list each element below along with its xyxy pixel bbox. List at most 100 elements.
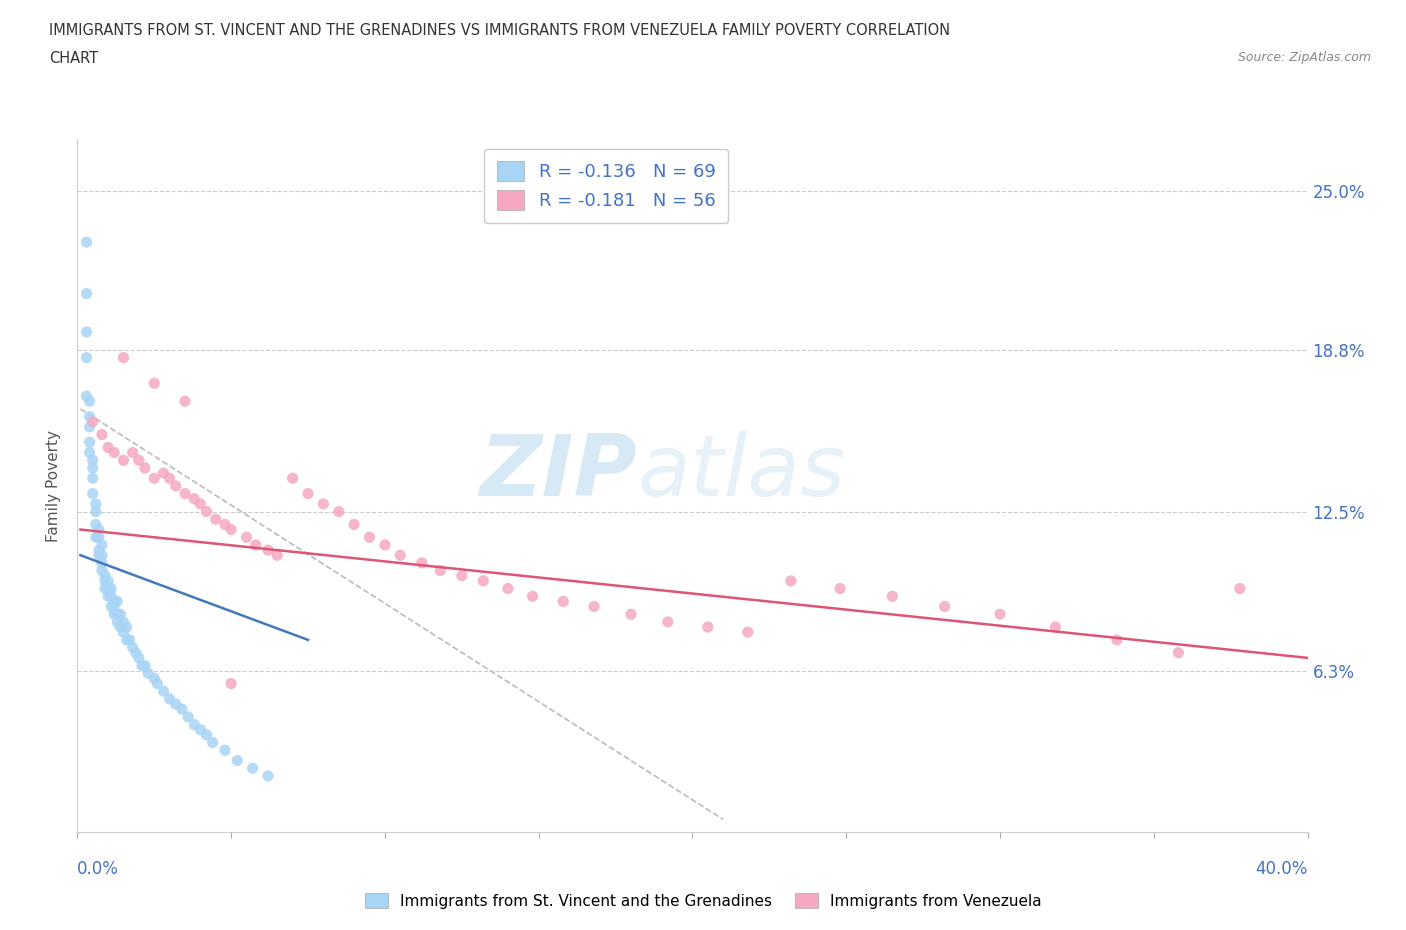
Point bbox=[214, 517, 236, 532]
Point bbox=[90, 548, 114, 563]
Point bbox=[882, 589, 904, 604]
Point bbox=[219, 676, 242, 691]
Point bbox=[105, 594, 128, 609]
Point bbox=[188, 723, 212, 737]
Point bbox=[219, 522, 242, 537]
Point bbox=[830, 581, 852, 596]
Point bbox=[90, 564, 114, 578]
Point bbox=[118, 632, 141, 647]
Point bbox=[79, 445, 101, 460]
Point bbox=[188, 497, 212, 512]
Point bbox=[934, 599, 956, 614]
Point bbox=[103, 599, 125, 614]
Point bbox=[90, 538, 114, 552]
Point bbox=[226, 753, 249, 768]
Point bbox=[522, 589, 544, 604]
Text: Source: ZipAtlas.com: Source: ZipAtlas.com bbox=[1237, 51, 1371, 64]
Point bbox=[105, 606, 128, 621]
Point bbox=[988, 606, 1011, 621]
Point bbox=[103, 606, 125, 621]
Point bbox=[177, 710, 200, 724]
Point bbox=[87, 542, 110, 557]
Point bbox=[100, 581, 122, 596]
Point bbox=[1045, 619, 1067, 634]
Point bbox=[84, 504, 107, 519]
Point bbox=[82, 460, 104, 475]
Point bbox=[281, 471, 304, 485]
Point bbox=[115, 632, 138, 647]
Point bbox=[94, 574, 117, 589]
Point bbox=[214, 743, 236, 758]
Point bbox=[1229, 581, 1251, 596]
Text: 0.0%: 0.0% bbox=[77, 860, 120, 878]
Point bbox=[737, 625, 759, 640]
Text: 40.0%: 40.0% bbox=[1256, 860, 1308, 878]
Point bbox=[159, 692, 181, 707]
Point bbox=[242, 761, 264, 776]
Point bbox=[82, 415, 104, 430]
Point bbox=[174, 486, 197, 501]
Point bbox=[235, 530, 257, 545]
Point bbox=[97, 589, 120, 604]
Point bbox=[79, 409, 101, 424]
Point bbox=[84, 517, 107, 532]
Point bbox=[112, 615, 135, 630]
Point bbox=[152, 684, 174, 698]
Point bbox=[79, 393, 101, 408]
Point bbox=[121, 640, 143, 655]
Point bbox=[125, 645, 148, 660]
Point bbox=[100, 599, 122, 614]
Point bbox=[82, 471, 104, 485]
Point bbox=[79, 435, 101, 450]
Point bbox=[165, 479, 187, 494]
Point bbox=[245, 538, 267, 552]
Point bbox=[297, 486, 319, 501]
Point bbox=[257, 768, 280, 783]
Legend: Immigrants from St. Vincent and the Grenadines, Immigrants from Venezuela: Immigrants from St. Vincent and the Gren… bbox=[359, 886, 1047, 915]
Point bbox=[87, 522, 110, 537]
Point bbox=[100, 589, 122, 604]
Point bbox=[87, 548, 110, 563]
Point bbox=[266, 548, 288, 563]
Point bbox=[112, 351, 135, 365]
Point bbox=[146, 676, 169, 691]
Point bbox=[87, 530, 110, 545]
Point bbox=[76, 389, 98, 404]
Point bbox=[328, 504, 350, 519]
Point bbox=[411, 555, 433, 570]
Point bbox=[103, 445, 125, 460]
Point bbox=[128, 650, 150, 665]
Point bbox=[359, 530, 381, 545]
Point bbox=[472, 574, 495, 589]
Point bbox=[620, 606, 643, 621]
Point bbox=[97, 574, 120, 589]
Point bbox=[450, 568, 472, 583]
Point bbox=[128, 453, 150, 468]
Point bbox=[136, 666, 159, 681]
Point bbox=[94, 568, 117, 583]
Point bbox=[143, 376, 166, 391]
Point bbox=[76, 325, 98, 339]
Point bbox=[84, 497, 107, 512]
Point bbox=[496, 581, 519, 596]
Point bbox=[90, 555, 114, 570]
Text: ZIP: ZIP bbox=[479, 431, 637, 513]
Point bbox=[257, 542, 280, 557]
Point bbox=[1167, 645, 1189, 660]
Point bbox=[696, 619, 718, 634]
Point bbox=[76, 286, 98, 301]
Point bbox=[121, 445, 143, 460]
Point bbox=[152, 466, 174, 481]
Point bbox=[159, 471, 181, 485]
Point bbox=[143, 671, 166, 685]
Point bbox=[201, 735, 224, 750]
Point bbox=[343, 517, 366, 532]
Point bbox=[134, 460, 156, 475]
Point bbox=[134, 658, 156, 673]
Point bbox=[82, 453, 104, 468]
Point bbox=[76, 234, 98, 249]
Point bbox=[105, 615, 128, 630]
Point bbox=[143, 471, 166, 485]
Point bbox=[103, 594, 125, 609]
Point bbox=[1105, 632, 1128, 647]
